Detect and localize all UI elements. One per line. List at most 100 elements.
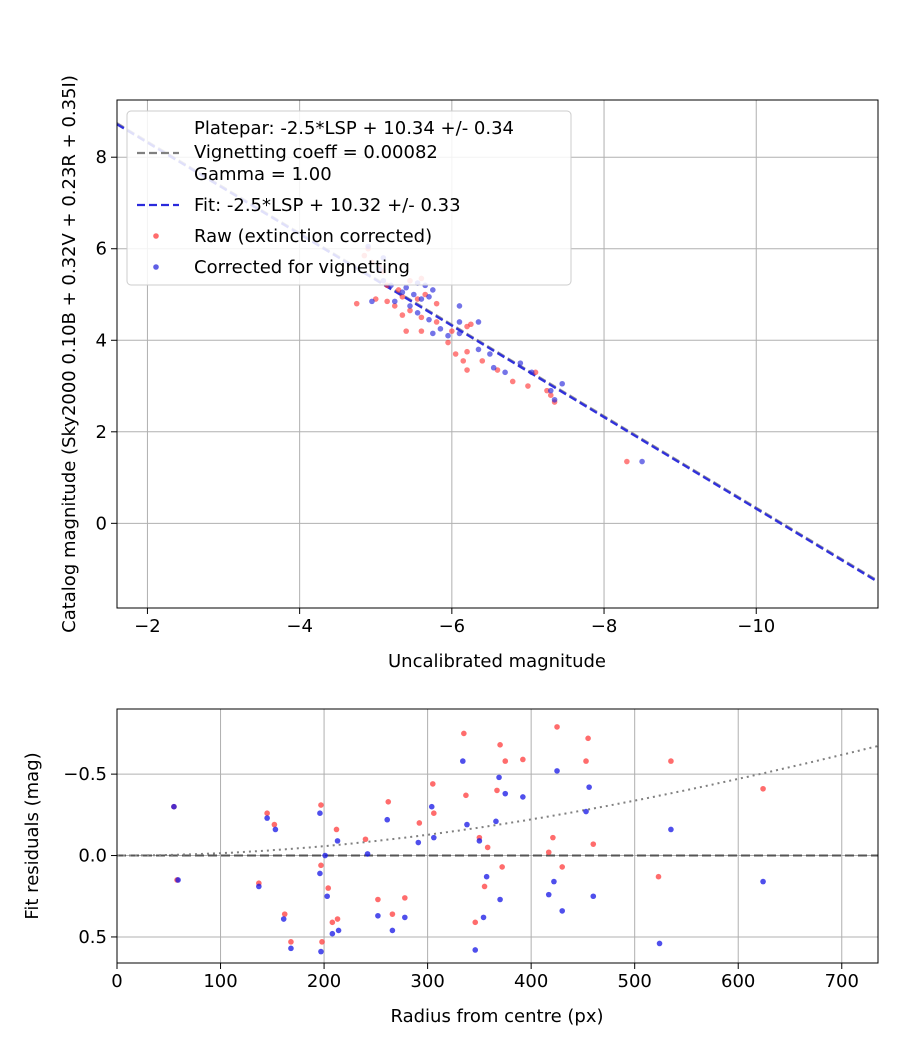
residuals-raw-point — [318, 802, 324, 808]
magnitude-corrected-point — [403, 284, 409, 291]
residuals-lines — [117, 745, 879, 857]
magnitude-raw-point — [479, 358, 486, 364]
residuals-corrected-point — [583, 808, 589, 815]
residuals-corrected-point — [586, 784, 592, 790]
residuals-corrected-point — [272, 826, 279, 833]
magnitude-corrected-point — [369, 298, 375, 305]
legend-platepar-line-2: Vignetting coeff = 0.00082 — [194, 142, 438, 163]
magnitude-raw-point — [403, 328, 409, 334]
magnitude-raw-point — [407, 307, 413, 314]
residuals-y-tick-label: 0.5 — [78, 927, 107, 948]
magnitude-raw-point — [468, 321, 474, 328]
residuals-corrected-point — [318, 948, 324, 955]
residuals-raw-point — [402, 895, 408, 901]
residuals-x-tick-label: 600 — [721, 971, 755, 992]
residuals-corrected-point — [175, 877, 181, 883]
residuals-corrected-point — [483, 873, 490, 880]
magnitude-raw-point — [353, 300, 360, 307]
residuals-x-tick-label: 400 — [514, 971, 548, 992]
magnitude-x-tick-label: −10 — [737, 616, 775, 637]
magnitude-raw-point — [433, 300, 440, 307]
residuals-raw-point — [431, 810, 437, 817]
residuals-corrected-point — [389, 927, 396, 934]
magnitude-corrected-point — [430, 330, 436, 337]
residuals-corrected-point — [288, 945, 294, 952]
residuals-raw-point — [472, 919, 479, 926]
residuals-raw-point — [583, 758, 589, 764]
magnitude-raw-point — [509, 378, 516, 385]
residuals-corrected-point — [554, 768, 560, 774]
residuals-raw-point — [499, 864, 505, 870]
magnitude-raw-point — [384, 298, 390, 305]
residuals-grid — [116, 709, 878, 963]
residuals-corrected-point — [317, 870, 323, 877]
residuals-raw-point — [494, 787, 500, 794]
magnitude-y-tick-label: 0 — [96, 513, 107, 534]
residuals-y-label: Fit residuals (mag) — [22, 752, 43, 919]
magnitude-corrected-point — [414, 310, 421, 316]
residuals-corrected-point — [402, 914, 408, 921]
residuals-raw-point — [325, 885, 332, 891]
residuals-corrected-point — [476, 838, 483, 844]
magnitude-corrected-point — [547, 387, 554, 394]
residuals-corrected-point — [559, 908, 566, 914]
residuals-corrected-point — [493, 818, 499, 825]
magnitude-x-tick-label: −2 — [134, 616, 161, 637]
residuals-raw-point — [559, 864, 566, 870]
magnitude-corrected-point — [426, 293, 432, 300]
residuals-raw-point — [585, 735, 591, 742]
residuals-raw-point — [655, 873, 662, 880]
magnitude-corrected-point — [517, 360, 524, 366]
residuals-raw-point — [554, 724, 560, 730]
magnitude-corrected-point — [426, 316, 432, 323]
residuals-corrected-point — [335, 927, 342, 934]
magnitude-corrected-point — [430, 287, 436, 293]
magnitude-y-tick-label: 8 — [96, 147, 107, 168]
residuals-raw-point — [545, 849, 552, 856]
legend-box — [126, 110, 572, 286]
magnitude-x-tick-label: −6 — [439, 616, 466, 637]
residuals-corrected-point — [431, 834, 437, 841]
magnitude-corrected-point — [551, 396, 558, 403]
residuals-corrected-point — [520, 794, 526, 800]
residuals-raw-point — [481, 883, 488, 890]
legend-corrected-label: Corrected for vignetting — [194, 257, 410, 278]
magnitude-raw-point — [547, 392, 554, 398]
residuals-raw-point — [520, 756, 526, 763]
magnitude-corrected-point — [437, 326, 444, 332]
residuals-raw-point — [502, 758, 509, 764]
magnitude-corrected-point — [490, 364, 497, 371]
magnitude-raw-point — [460, 358, 467, 364]
residuals-corrected-point — [496, 774, 502, 781]
residuals-x-tick-label: 100 — [203, 971, 237, 992]
magnitude-corrected-point — [391, 298, 398, 305]
magnitude-corrected-point — [559, 380, 565, 387]
residuals-corrected-point — [322, 852, 328, 859]
residuals-raw-point — [281, 911, 288, 917]
residuals-raw-point — [334, 916, 341, 922]
legend-corrected-marker — [153, 264, 159, 270]
magnitude-raw-point — [391, 303, 398, 309]
residuals-y-tick-label: 0.0 — [78, 846, 107, 867]
magnitude-corrected-point — [399, 289, 406, 296]
legend-raw-label: Raw (extinction corrected) — [194, 226, 432, 247]
magnitude-corrected-point — [456, 319, 463, 325]
residuals-corrected-point — [464, 821, 470, 828]
residuals-raw-point — [463, 792, 469, 799]
residuals-corrected-point — [324, 893, 330, 900]
magnitude-corrected-point — [502, 369, 508, 376]
residuals-x-tick-label: 300 — [410, 971, 444, 992]
residuals-raw-point — [375, 896, 381, 903]
magnitude-raw-point — [433, 319, 440, 325]
residuals-corrected-point — [364, 851, 371, 857]
magnitude-raw-point — [525, 383, 531, 389]
legend-raw-marker — [153, 233, 159, 239]
residuals-corrected-point — [502, 790, 509, 797]
magnitude-raw-point — [624, 458, 630, 465]
residuals-plot-frame — [116, 708, 879, 964]
magnitude-corrected-point — [445, 332, 451, 339]
residuals-ticks: 0 100 200 300 400 500 600 700 0.5 0.0 −0.5 — [63, 764, 859, 992]
residuals-x-tick-label: 200 — [307, 971, 341, 992]
